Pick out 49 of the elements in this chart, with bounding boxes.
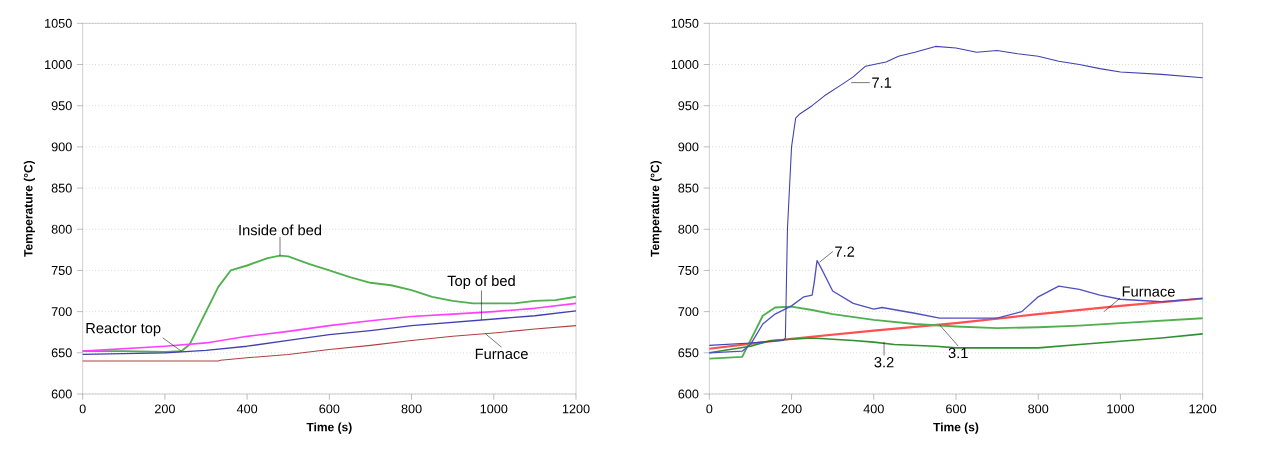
y-tick-label: 700 bbox=[51, 307, 72, 317]
y-tick-label: 650 bbox=[51, 348, 72, 358]
y-tick-label: 650 bbox=[678, 348, 699, 358]
x-tick-label: 1200 bbox=[1189, 404, 1217, 414]
y-tick-label: 850 bbox=[678, 183, 699, 193]
y-tick-label: 600 bbox=[51, 389, 72, 399]
y-tick-label: 950 bbox=[51, 101, 72, 111]
x-tick-label: 800 bbox=[1028, 404, 1049, 414]
x-tick-label: 1200 bbox=[562, 404, 590, 414]
x-tick-label: 0 bbox=[706, 404, 713, 414]
x-axis-title: Time (s) bbox=[306, 422, 352, 434]
y-tick-label: 900 bbox=[678, 142, 699, 152]
y-tick-label: 900 bbox=[51, 142, 72, 152]
x-tick-label: 600 bbox=[946, 404, 967, 414]
y-tick-label: 1050 bbox=[671, 18, 699, 28]
annotation: Reactor top bbox=[86, 323, 161, 337]
line-series bbox=[708, 45, 1204, 346]
x-tick-label: 600 bbox=[319, 404, 340, 414]
annotation: Top of bed bbox=[447, 275, 515, 289]
y-axis-title: Temperature (°C) bbox=[23, 160, 35, 257]
x-tick-label: 1000 bbox=[480, 404, 508, 414]
x-tick-label: 200 bbox=[781, 404, 802, 414]
x-tick-label: 400 bbox=[863, 404, 884, 414]
annotation: 3.1 bbox=[948, 347, 968, 359]
annotation: Inside of bed bbox=[239, 224, 322, 236]
x-tick-label: 800 bbox=[401, 404, 422, 414]
x-tick-label: 1000 bbox=[1107, 404, 1135, 414]
annotation: Furnace bbox=[1122, 286, 1175, 297]
y-tick-label: 950 bbox=[678, 101, 699, 111]
y-axis-title: Temperature (°C) bbox=[650, 160, 662, 257]
x-tick-label: 200 bbox=[154, 404, 175, 414]
y-tick-label: 1050 bbox=[45, 18, 72, 28]
annotation: Furnace bbox=[475, 348, 528, 360]
line-series bbox=[82, 325, 577, 362]
y-tick-label: 600 bbox=[678, 389, 699, 399]
annotation: 7.1 bbox=[872, 77, 892, 88]
x-axis-title: Time (s) bbox=[933, 422, 979, 434]
y-tick-label: 850 bbox=[51, 183, 72, 193]
y-tick-label: 750 bbox=[678, 265, 699, 275]
annotation: 7.2 bbox=[835, 246, 855, 257]
y-tick-label: 800 bbox=[678, 224, 699, 234]
y-tick-label: 1000 bbox=[45, 60, 72, 70]
annotation: 3.2 bbox=[874, 357, 894, 368]
x-tick-label: 0 bbox=[79, 404, 86, 414]
y-tick-label: 700 bbox=[678, 307, 699, 317]
y-tick-label: 750 bbox=[51, 265, 72, 275]
y-tick-label: 800 bbox=[51, 224, 72, 234]
y-tick-label: 1000 bbox=[671, 60, 699, 70]
x-tick-label: 400 bbox=[236, 404, 258, 414]
